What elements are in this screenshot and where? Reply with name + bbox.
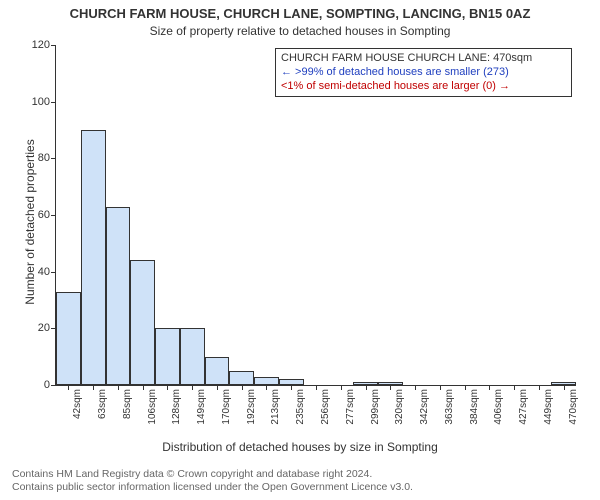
x-tick-label: 128sqm <box>171 389 182 425</box>
histogram-bar <box>56 292 81 386</box>
x-tick-mark <box>440 385 441 390</box>
x-tick-mark <box>415 385 416 390</box>
y-tick-label: 40 <box>38 266 50 278</box>
footer-attribution: Contains HM Land Registry data © Crown c… <box>12 468 413 494</box>
x-tick-label: 449sqm <box>543 389 554 425</box>
x-tick-label: 363sqm <box>444 389 455 425</box>
histogram-bar <box>180 328 205 385</box>
x-tick-label: 384sqm <box>469 389 480 425</box>
histogram-bar <box>155 328 180 385</box>
x-tick-mark <box>217 385 218 390</box>
y-tick-label: 20 <box>38 322 50 334</box>
footer-line-2: Contains public sector information licen… <box>12 481 413 494</box>
chart-subtitle: Size of property relative to detached ho… <box>0 24 600 38</box>
histogram-bar <box>205 357 230 385</box>
x-tick-label: 299sqm <box>370 389 381 425</box>
annotation-line-2: ← >99% of detached houses are smaller (2… <box>281 66 566 80</box>
x-tick-mark <box>564 385 565 390</box>
x-tick-label: 235sqm <box>295 389 306 425</box>
x-tick-mark <box>539 385 540 390</box>
x-tick-label: 85sqm <box>122 389 133 419</box>
histogram-bar <box>229 371 254 385</box>
histogram-bar <box>106 207 131 386</box>
x-tick-mark <box>465 385 466 390</box>
x-tick-mark <box>489 385 490 390</box>
x-axis-label: Distribution of detached houses by size … <box>0 440 600 454</box>
chart-title: CHURCH FARM HOUSE, CHURCH LANE, SOMPTING… <box>0 6 600 21</box>
annotation-line-3: <1% of semi-detached houses are larger (… <box>281 80 566 94</box>
x-tick-label: 406sqm <box>493 389 504 425</box>
y-tick-mark <box>51 45 56 46</box>
y-tick-mark <box>51 272 56 273</box>
x-tick-mark <box>167 385 168 390</box>
x-tick-label: 213sqm <box>270 389 281 425</box>
x-tick-label: 170sqm <box>221 389 232 425</box>
y-tick-mark <box>51 158 56 159</box>
x-tick-mark <box>341 385 342 390</box>
y-tick-mark <box>51 215 56 216</box>
x-tick-mark <box>266 385 267 390</box>
x-tick-mark <box>192 385 193 390</box>
x-tick-label: 256sqm <box>320 389 331 425</box>
x-tick-mark <box>316 385 317 390</box>
x-tick-label: 277sqm <box>345 389 356 425</box>
annotation-box: CHURCH FARM HOUSE CHURCH LANE: 470sqm ← … <box>275 48 572 97</box>
x-tick-mark <box>366 385 367 390</box>
x-tick-mark <box>143 385 144 390</box>
x-tick-mark <box>514 385 515 390</box>
y-tick-mark <box>51 385 56 386</box>
chart-container: CHURCH FARM HOUSE, CHURCH LANE, SOMPTING… <box>0 0 600 500</box>
y-tick-label: 100 <box>32 96 50 108</box>
y-tick-mark <box>51 102 56 103</box>
y-tick-label: 0 <box>44 379 50 391</box>
x-tick-label: 320sqm <box>394 389 405 425</box>
x-tick-label: 470sqm <box>568 389 579 425</box>
histogram-bar <box>130 260 155 385</box>
x-tick-mark <box>118 385 119 390</box>
x-tick-mark <box>242 385 243 390</box>
x-tick-mark <box>93 385 94 390</box>
y-tick-label: 60 <box>38 209 50 221</box>
x-tick-mark <box>390 385 391 390</box>
x-tick-label: 42sqm <box>72 389 83 419</box>
footer-line-1: Contains HM Land Registry data © Crown c… <box>12 468 413 481</box>
x-tick-mark <box>68 385 69 390</box>
x-tick-label: 192sqm <box>246 389 257 425</box>
x-tick-label: 342sqm <box>419 389 430 425</box>
y-tick-label: 80 <box>38 152 50 164</box>
x-tick-label: 63sqm <box>97 389 108 419</box>
histogram-bar <box>254 377 279 386</box>
x-tick-label: 427sqm <box>518 389 529 425</box>
y-axis-label: Number of detached properties <box>23 122 37 322</box>
x-tick-mark <box>291 385 292 390</box>
x-tick-label: 106sqm <box>147 389 158 425</box>
histogram-bar <box>81 130 106 385</box>
x-tick-label: 149sqm <box>196 389 207 425</box>
y-tick-label: 120 <box>32 39 50 51</box>
annotation-line-1: CHURCH FARM HOUSE CHURCH LANE: 470sqm <box>281 52 566 66</box>
